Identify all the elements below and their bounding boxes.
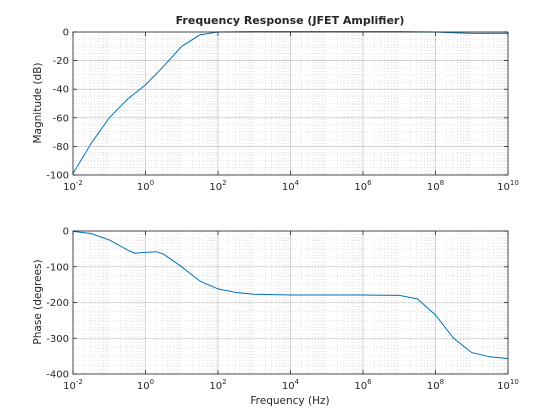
phase-ylabel: Phase (degrees) [32, 259, 44, 344]
phase-x-tick-label: 108 [427, 378, 444, 392]
frequency-xlabel: Frequency (Hz) [250, 395, 329, 407]
magnitude-x-tick-label: 104 [282, 179, 300, 193]
phase-series-line [72, 230, 509, 360]
phase-x-tick-label: 100 [137, 378, 154, 392]
magnitude-y-tick-label: -20 [53, 56, 69, 67]
magnitude-y-tick-label: -80 [53, 142, 69, 153]
phase-x-tick-label: 106 [354, 378, 372, 392]
magnitude-axes: 10-2 100 102 104 106 108 1010 0 -20 -40 -60 -80 -100 [46, 28, 519, 194]
chart-title: Frequency Response (JFET Amplifier) [176, 14, 405, 27]
phase-axes: 10-2 100 102 104 106 108 1010 0 -100 -200 -300 -400 [46, 227, 519, 393]
phase-y-tick-label: -300 [46, 334, 69, 345]
phase-axes-box [72, 230, 509, 375]
magnitude-x-tick-label: 1010 [497, 179, 519, 193]
magnitude-x-tick-label: 10-2 [63, 179, 83, 193]
phase-y-tick-label: -100 [46, 262, 69, 273]
phase-x-tick-label: 10-2 [63, 378, 83, 392]
magnitude-y-tick-label: -100 [46, 171, 69, 182]
phase-y-tick-label: 0 [63, 227, 69, 238]
magnitude-ylabel: Magnitude (dB) [32, 62, 44, 143]
phase-x-tick-label: 102 [209, 378, 226, 392]
phase-y-tick-label: -200 [46, 298, 69, 309]
magnitude-x-tick-label: 100 [137, 179, 154, 193]
magnitude-x-tick-label: 102 [209, 179, 226, 193]
magnitude-y-tick-label: -40 [53, 85, 69, 96]
magnitude-x-tick-label: 106 [354, 179, 372, 193]
phase-x-tick-label: 104 [282, 378, 300, 392]
magnitude-x-tick-label: 108 [427, 179, 444, 193]
phase-x-tick-label: 1010 [497, 378, 519, 392]
magnitude-axes-box [72, 31, 509, 176]
phase-y-tick-label: -400 [46, 370, 69, 381]
magnitude-y-tick-label: 0 [63, 28, 69, 39]
magnitude-y-tick-label: -60 [53, 113, 69, 124]
